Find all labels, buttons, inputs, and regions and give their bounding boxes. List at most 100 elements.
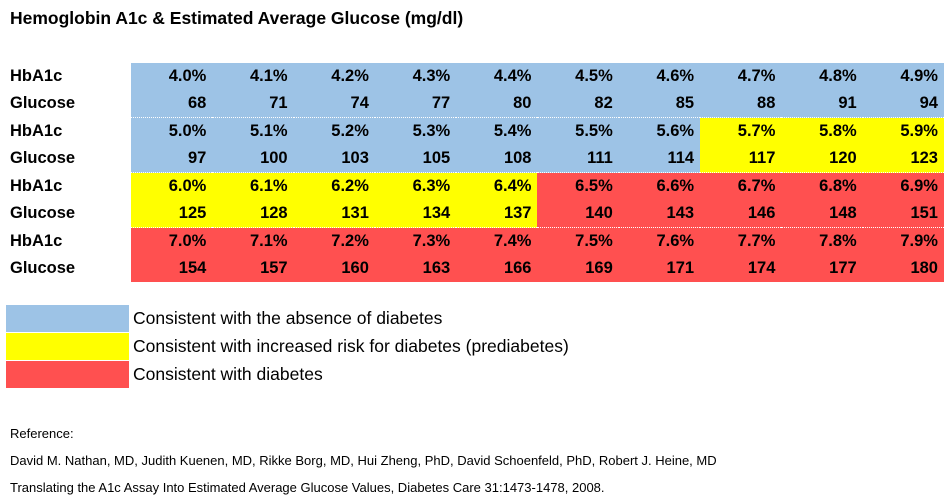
legend-label-normal: Consistent with the absence of diabetes	[133, 307, 443, 328]
hba1c-value-cell: 7.1%	[212, 227, 294, 255]
legend-swatch-diabetes	[6, 360, 129, 388]
hba1c-value-cell: 6.2%	[293, 172, 375, 200]
hba1c-row-label: HbA1c	[6, 227, 131, 255]
glucose-value-cell: 148	[781, 200, 863, 228]
glucose-value-cell: 114	[618, 145, 701, 173]
hba1c-value-cell: 7.8%	[781, 227, 863, 255]
glucose-value-cell: 68	[131, 90, 213, 118]
hba1c-value-cell: 6.8%	[781, 172, 863, 200]
glucose-row-label: Glucose	[6, 145, 131, 173]
hba1c-value-cell: 7.0%	[131, 227, 213, 255]
glucose-value-cell: 128	[212, 200, 294, 228]
hba1c-value-cell: 5.7%	[700, 117, 782, 145]
hba1c-value-cell: 6.9%	[862, 172, 944, 200]
hba1c-value-cell: 5.5%	[537, 117, 619, 145]
hba1c-value-cell: 5.8%	[781, 117, 863, 145]
glucose-row-label: Glucose	[6, 255, 131, 282]
glucose-value-cell: 88	[700, 90, 782, 118]
glucose-value-cell: 157	[212, 255, 294, 282]
glucose-value-cell: 171	[618, 255, 701, 282]
legend-label-prediabetes: Consistent with increased risk for diabe…	[133, 335, 569, 356]
legend-item-diabetes: Consistent with diabetes	[6, 360, 569, 388]
reference-citation: Translating the A1c Assay Into Estimated…	[10, 480, 605, 495]
glucose-value-cell: 134	[374, 200, 457, 228]
glucose-row: Glucose 97 100 103 105 108 111 114 117 120 123	[6, 145, 944, 173]
glucose-value-cell: 174	[700, 255, 782, 282]
page-title: Hemoglobin A1c & Estimated Average Gluco…	[10, 8, 464, 28]
hba1c-value-cell: 7.9%	[862, 227, 944, 255]
hba1c-value-cell: 5.6%	[618, 117, 701, 145]
hba1c-row-label: HbA1c	[6, 172, 131, 200]
hba1c-row: HbA1c 7.0% 7.1% 7.2% 7.3% 7.4% 7.5% 7.6% 7.7% 7.8…	[6, 227, 944, 255]
a1c-glucose-table: HbA1c 4.0% 4.1% 4.2% 4.3% 4.4% 4.5% 4.6% 4.7% 4.8…	[6, 62, 944, 282]
hba1c-row: HbA1c 5.0% 5.1% 5.2% 5.3% 5.4% 5.5% 5.6% 5.7% 5.8…	[6, 117, 944, 145]
hba1c-value-cell: 4.6%	[618, 62, 701, 90]
hba1c-value-cell: 6.4%	[456, 172, 538, 200]
legend-label-diabetes: Consistent with diabetes	[133, 363, 323, 384]
hba1c-value-cell: 7.2%	[293, 227, 375, 255]
glucose-row: Glucose 68 71 74 77 80 82 85 88 91 94	[6, 90, 944, 118]
glucose-value-cell: 169	[537, 255, 619, 282]
glucose-value-cell: 71	[212, 90, 294, 118]
glucose-value-cell: 105	[374, 145, 457, 173]
hba1c-value-cell: 7.3%	[374, 227, 457, 255]
legend-item-normal: Consistent with the absence of diabetes	[6, 304, 569, 332]
glucose-value-cell: 80	[456, 90, 538, 118]
hba1c-value-cell: 5.9%	[862, 117, 944, 145]
hba1c-value-cell: 4.1%	[212, 62, 294, 90]
reference-authors: David M. Nathan, MD, Judith Kuenen, MD, …	[10, 453, 717, 468]
hba1c-value-cell: 4.3%	[374, 62, 457, 90]
glucose-value-cell: 160	[293, 255, 375, 282]
glucose-value-cell: 143	[618, 200, 701, 228]
glucose-value-cell: 151	[862, 200, 944, 228]
hba1c-value-cell: 7.7%	[700, 227, 782, 255]
glucose-value-cell: 111	[537, 145, 619, 173]
glucose-value-cell: 103	[293, 145, 375, 173]
glucose-value-cell: 85	[618, 90, 701, 118]
reference-section: Reference: David M. Nathan, MD, Judith K…	[10, 420, 717, 501]
hba1c-row: HbA1c 6.0% 6.1% 6.2% 6.3% 6.4% 6.5% 6.6% 6.7% 6.8…	[6, 172, 944, 200]
glucose-value-cell: 137	[456, 200, 538, 228]
glucose-row: Glucose 154 157 160 163 166 169 171 174 177 180	[6, 255, 944, 282]
glucose-value-cell: 82	[537, 90, 619, 118]
hba1c-value-cell: 7.6%	[618, 227, 701, 255]
hba1c-value-cell: 6.6%	[618, 172, 701, 200]
glucose-row: Glucose 125 128 131 134 137 140 143 146 148 151	[6, 200, 944, 228]
glucose-value-cell: 117	[700, 145, 782, 173]
hba1c-value-cell: 7.4%	[456, 227, 538, 255]
hba1c-row: HbA1c 4.0% 4.1% 4.2% 4.3% 4.4% 4.5% 4.6% 4.7% 4.8…	[6, 62, 944, 90]
glucose-value-cell: 123	[862, 145, 944, 173]
legend-swatch-normal	[6, 304, 129, 332]
hba1c-value-cell: 5.4%	[456, 117, 538, 145]
hba1c-value-cell: 5.1%	[212, 117, 294, 145]
hba1c-row-label: HbA1c	[6, 62, 131, 90]
glucose-value-cell: 131	[293, 200, 375, 228]
glucose-value-cell: 125	[131, 200, 213, 228]
glucose-value-cell: 140	[537, 200, 619, 228]
glucose-value-cell: 91	[781, 90, 863, 118]
glucose-value-cell: 100	[212, 145, 294, 173]
table-body: HbA1c 4.0% 4.1% 4.2% 4.3% 4.4% 4.5% 4.6% 4.7% 4.8…	[6, 62, 944, 282]
glucose-value-cell: 94	[862, 90, 944, 118]
hba1c-value-cell: 4.0%	[131, 62, 213, 90]
glucose-row-label: Glucose	[6, 200, 131, 228]
hba1c-value-cell: 7.5%	[537, 227, 619, 255]
hba1c-value-cell: 5.0%	[131, 117, 213, 145]
glucose-value-cell: 177	[781, 255, 863, 282]
hba1c-value-cell: 5.3%	[374, 117, 457, 145]
hba1c-value-cell: 4.2%	[293, 62, 375, 90]
hba1c-value-cell: 4.7%	[700, 62, 782, 90]
legend-item-prediabetes: Consistent with increased risk for diabe…	[6, 332, 569, 360]
legend: Consistent with the absence of diabetes …	[6, 304, 569, 388]
hba1c-value-cell: 4.5%	[537, 62, 619, 90]
hba1c-value-cell: 6.1%	[212, 172, 294, 200]
hba1c-value-cell: 4.8%	[781, 62, 863, 90]
glucose-value-cell: 154	[131, 255, 213, 282]
glucose-value-cell: 180	[862, 255, 944, 282]
hba1c-value-cell: 4.4%	[456, 62, 538, 90]
glucose-value-cell: 74	[293, 90, 375, 118]
hba1c-value-cell: 5.2%	[293, 117, 375, 145]
hba1c-value-cell: 6.5%	[537, 172, 619, 200]
glucose-row-label: Glucose	[6, 90, 131, 118]
hba1c-value-cell: 6.3%	[374, 172, 457, 200]
